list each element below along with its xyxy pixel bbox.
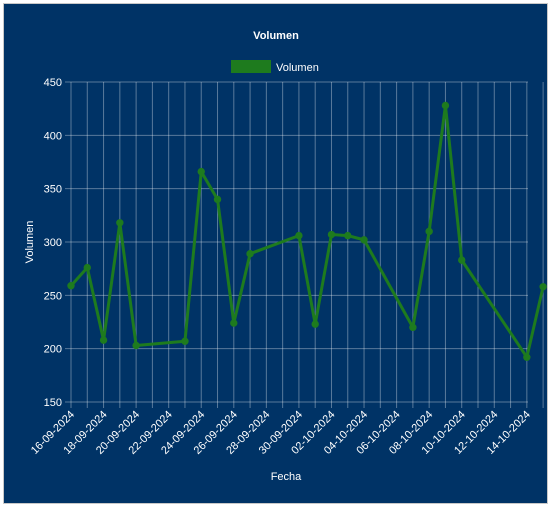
legend-label-volumen: Volumen <box>276 62 319 74</box>
series-volumen <box>67 101 547 361</box>
data-point[interactable] <box>197 167 205 176</box>
legend-swatch-volumen <box>231 60 271 73</box>
data-point[interactable] <box>295 231 303 240</box>
y-axis-label: Volumen <box>24 221 36 264</box>
series-line-volumen <box>69 103 545 359</box>
data-point[interactable] <box>311 320 319 328</box>
gridlines <box>65 81 544 408</box>
y-tick-label: 450 <box>44 77 62 89</box>
data-point[interactable] <box>181 337 189 345</box>
x-axis-label: Fecha <box>271 471 302 483</box>
data-point[interactable] <box>360 236 368 244</box>
y-tick-label: 350 <box>44 184 62 196</box>
data-point[interactable] <box>458 256 466 264</box>
data-point[interactable] <box>327 230 336 239</box>
data-point[interactable] <box>441 101 450 110</box>
legend[interactable]: Volumen <box>231 60 319 74</box>
data-point[interactable] <box>409 323 417 332</box>
data-point[interactable] <box>132 341 140 350</box>
y-axis-ticks: 150 200 250 300 350 400 450 <box>44 77 62 409</box>
y-tick-label: 200 <box>44 344 62 356</box>
chart-panel <box>3 3 548 504</box>
data-point[interactable] <box>230 319 238 327</box>
data-point[interactable] <box>67 282 75 290</box>
data-point[interactable] <box>83 263 91 272</box>
y-tick-label: 400 <box>44 130 62 142</box>
y-tick-label: 150 <box>44 397 62 409</box>
data-point[interactable] <box>246 250 254 258</box>
y-tick-label: 250 <box>44 290 62 302</box>
data-point[interactable] <box>425 227 433 236</box>
data-point[interactable] <box>539 283 547 291</box>
data-point[interactable] <box>116 219 124 227</box>
data-point[interactable] <box>213 195 222 204</box>
chart-title: Volumen <box>253 30 299 42</box>
data-point[interactable] <box>99 336 108 344</box>
y-tick-label: 300 <box>44 237 62 249</box>
x-axis-ticks: 16-09-202418-09-202420-09-202422-09-2024… <box>29 409 533 457</box>
data-point[interactable] <box>344 231 352 240</box>
data-point[interactable] <box>523 353 531 361</box>
